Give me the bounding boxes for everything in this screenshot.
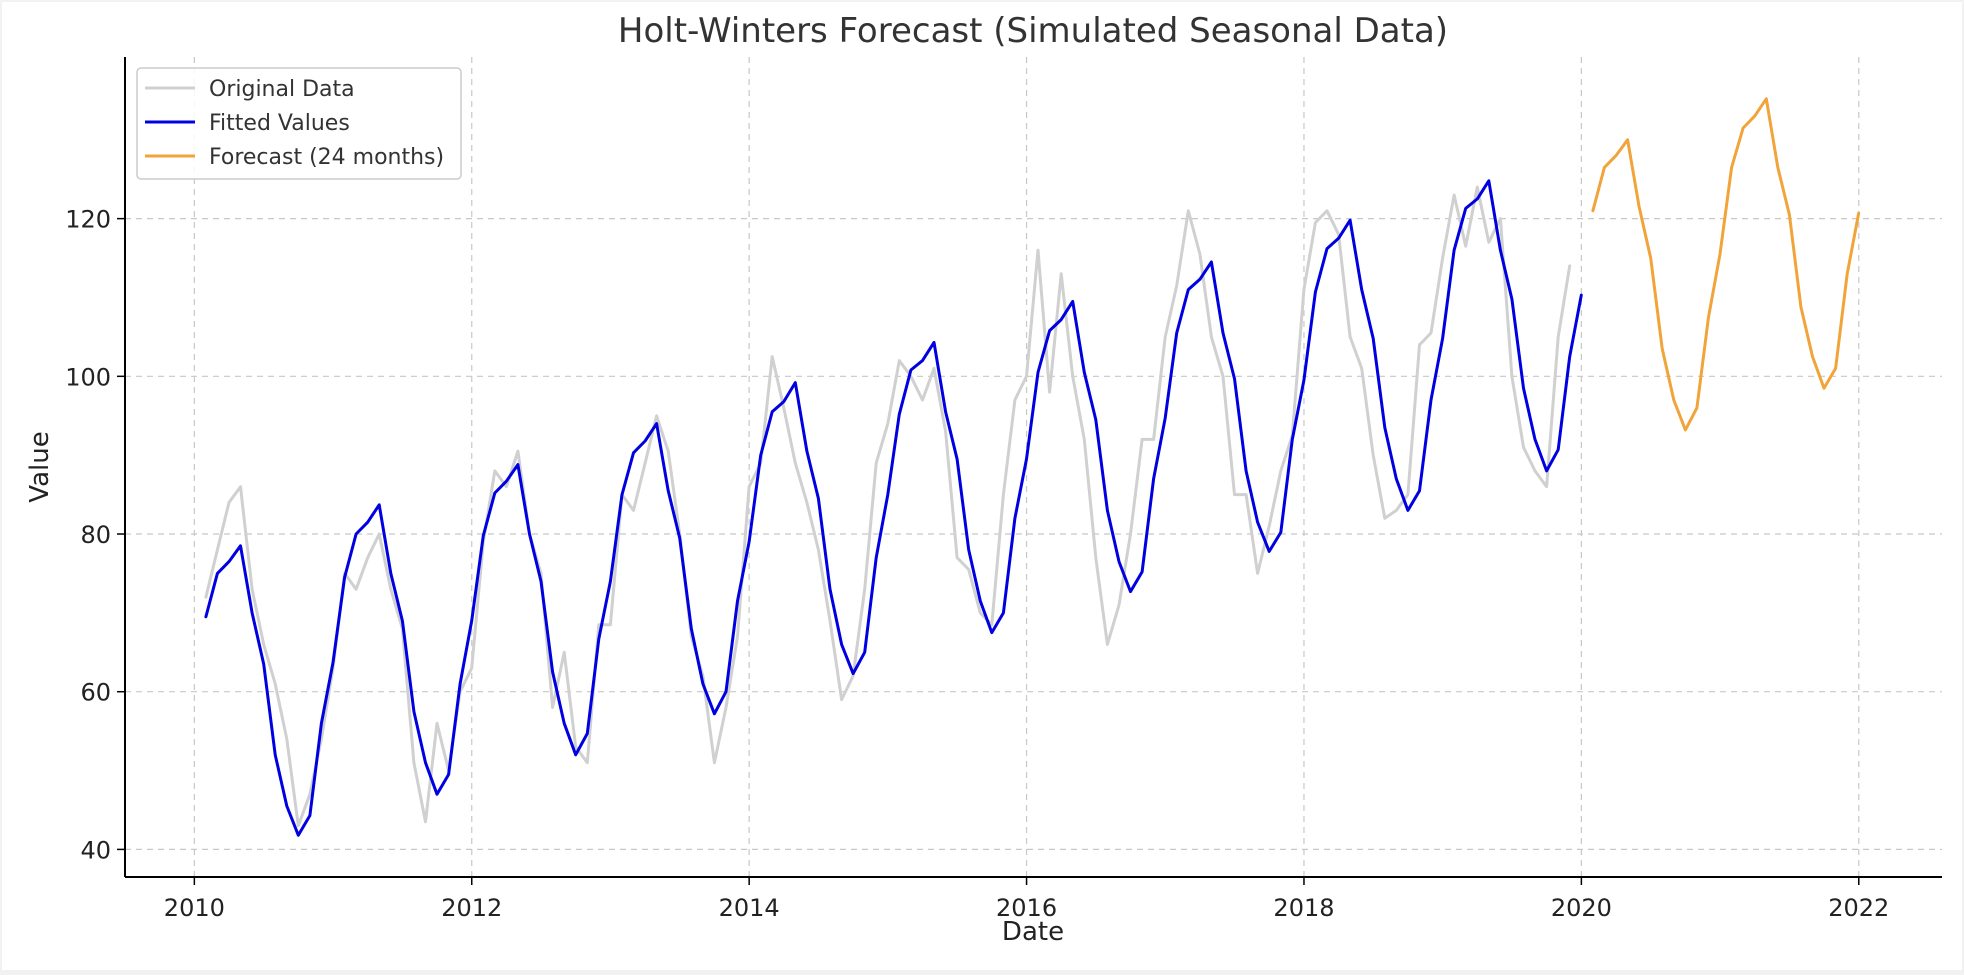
x-axis-label: Date	[1002, 917, 1064, 947]
axes	[124, 57, 1942, 878]
legend-label: Fitted Values	[209, 111, 350, 136]
x-tick-label: 2018	[1273, 894, 1334, 922]
x-tick-label: 2022	[1828, 894, 1889, 922]
y-tick-label: 80	[80, 521, 111, 549]
series-line-3	[1591, 97, 1861, 432]
legend-label: Forecast (24 months)	[209, 145, 444, 170]
x-tick-label: 2020	[1551, 894, 1612, 922]
x-tick-label: 2010	[164, 894, 225, 922]
y-tick-label: 40	[80, 836, 111, 864]
y-axis-ticks: 40 60 80 100 120	[65, 206, 125, 864]
y-axis-label: Value	[25, 431, 55, 502]
x-tick-label: 2016	[996, 894, 1057, 922]
series-layer	[204, 97, 1861, 837]
x-axis-ticks: 2010 2012 2014 2016 2018 2020 2022	[164, 877, 1889, 922]
y-tick-label: 100	[65, 363, 111, 391]
series-line-1	[204, 185, 1572, 828]
legend: Original Data Fitted Values Forecast (24 m…	[136, 67, 462, 180]
chart-title: Holt-Winters Forecast (Simulated Seasona…	[618, 11, 1448, 51]
grid-lines	[125, 57, 1942, 877]
x-tick-label: 2014	[719, 894, 780, 922]
y-tick-label: 60	[80, 679, 111, 707]
legend-label: Original Data	[209, 77, 355, 102]
legend-box	[136, 67, 462, 180]
y-tick-label: 120	[65, 206, 111, 234]
series-line-2	[204, 179, 1583, 837]
x-tick-label: 2012	[441, 894, 502, 922]
